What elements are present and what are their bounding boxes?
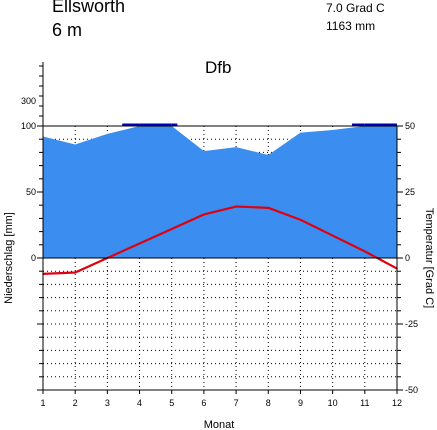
right-tick-label: 25 — [405, 187, 415, 197]
left-axis-label: Niederschlag [mm] — [3, 212, 15, 304]
right-tick-label: 0 — [405, 253, 410, 263]
x-tick-label: 2 — [73, 398, 78, 408]
right-axis-label: Temperatur [Grad C] — [423, 208, 435, 308]
x-tick-label: 10 — [328, 398, 338, 408]
climate-classification: Dfb — [205, 58, 232, 77]
temperature-point — [267, 207, 270, 209]
x-tick-label: 8 — [266, 398, 271, 408]
temperature-point — [138, 242, 141, 245]
left-tick-label: 100 — [21, 121, 36, 131]
x-tick-label: 11 — [360, 398, 369, 408]
x-tick-label: 12 — [392, 398, 402, 408]
temperature-point — [331, 234, 334, 237]
temperature-point — [364, 250, 366, 253]
x-tick-label: 6 — [201, 398, 206, 408]
right-tick-label: 50 — [405, 121, 415, 131]
temperature-point — [170, 228, 173, 230]
x-tick-label: 9 — [298, 398, 303, 408]
right-tick-label: -25 — [405, 319, 418, 329]
left-tick-label: 0 — [31, 253, 36, 263]
temperature-point — [74, 271, 76, 274]
precipitation-area — [43, 126, 397, 258]
axes — [37, 62, 403, 394]
temperature-point — [299, 218, 302, 221]
left-tick-label: 300 — [21, 96, 36, 106]
x-tick-label: 1 — [40, 398, 45, 408]
annual-precipitation: 1163 mm — [326, 19, 376, 33]
x-tick-label: 3 — [105, 398, 110, 408]
precipitation-series — [43, 123, 397, 258]
temperature-line — [42, 205, 398, 275]
station-name: Ellsworth — [52, 0, 126, 16]
temperature-point — [203, 213, 205, 216]
left-tick-label: 50 — [26, 187, 36, 197]
x-tick-label: 4 — [137, 398, 142, 408]
x-axis-label: Monat — [204, 419, 235, 430]
temperature-point — [235, 205, 237, 208]
x-tick-label: 5 — [169, 398, 174, 408]
x-tick-label: 7 — [234, 398, 239, 408]
right-tick-label: -50 — [405, 385, 418, 395]
station-elevation: 6 m — [52, 20, 83, 40]
mean-temperature: 7.0 Grad C — [326, 1, 385, 15]
